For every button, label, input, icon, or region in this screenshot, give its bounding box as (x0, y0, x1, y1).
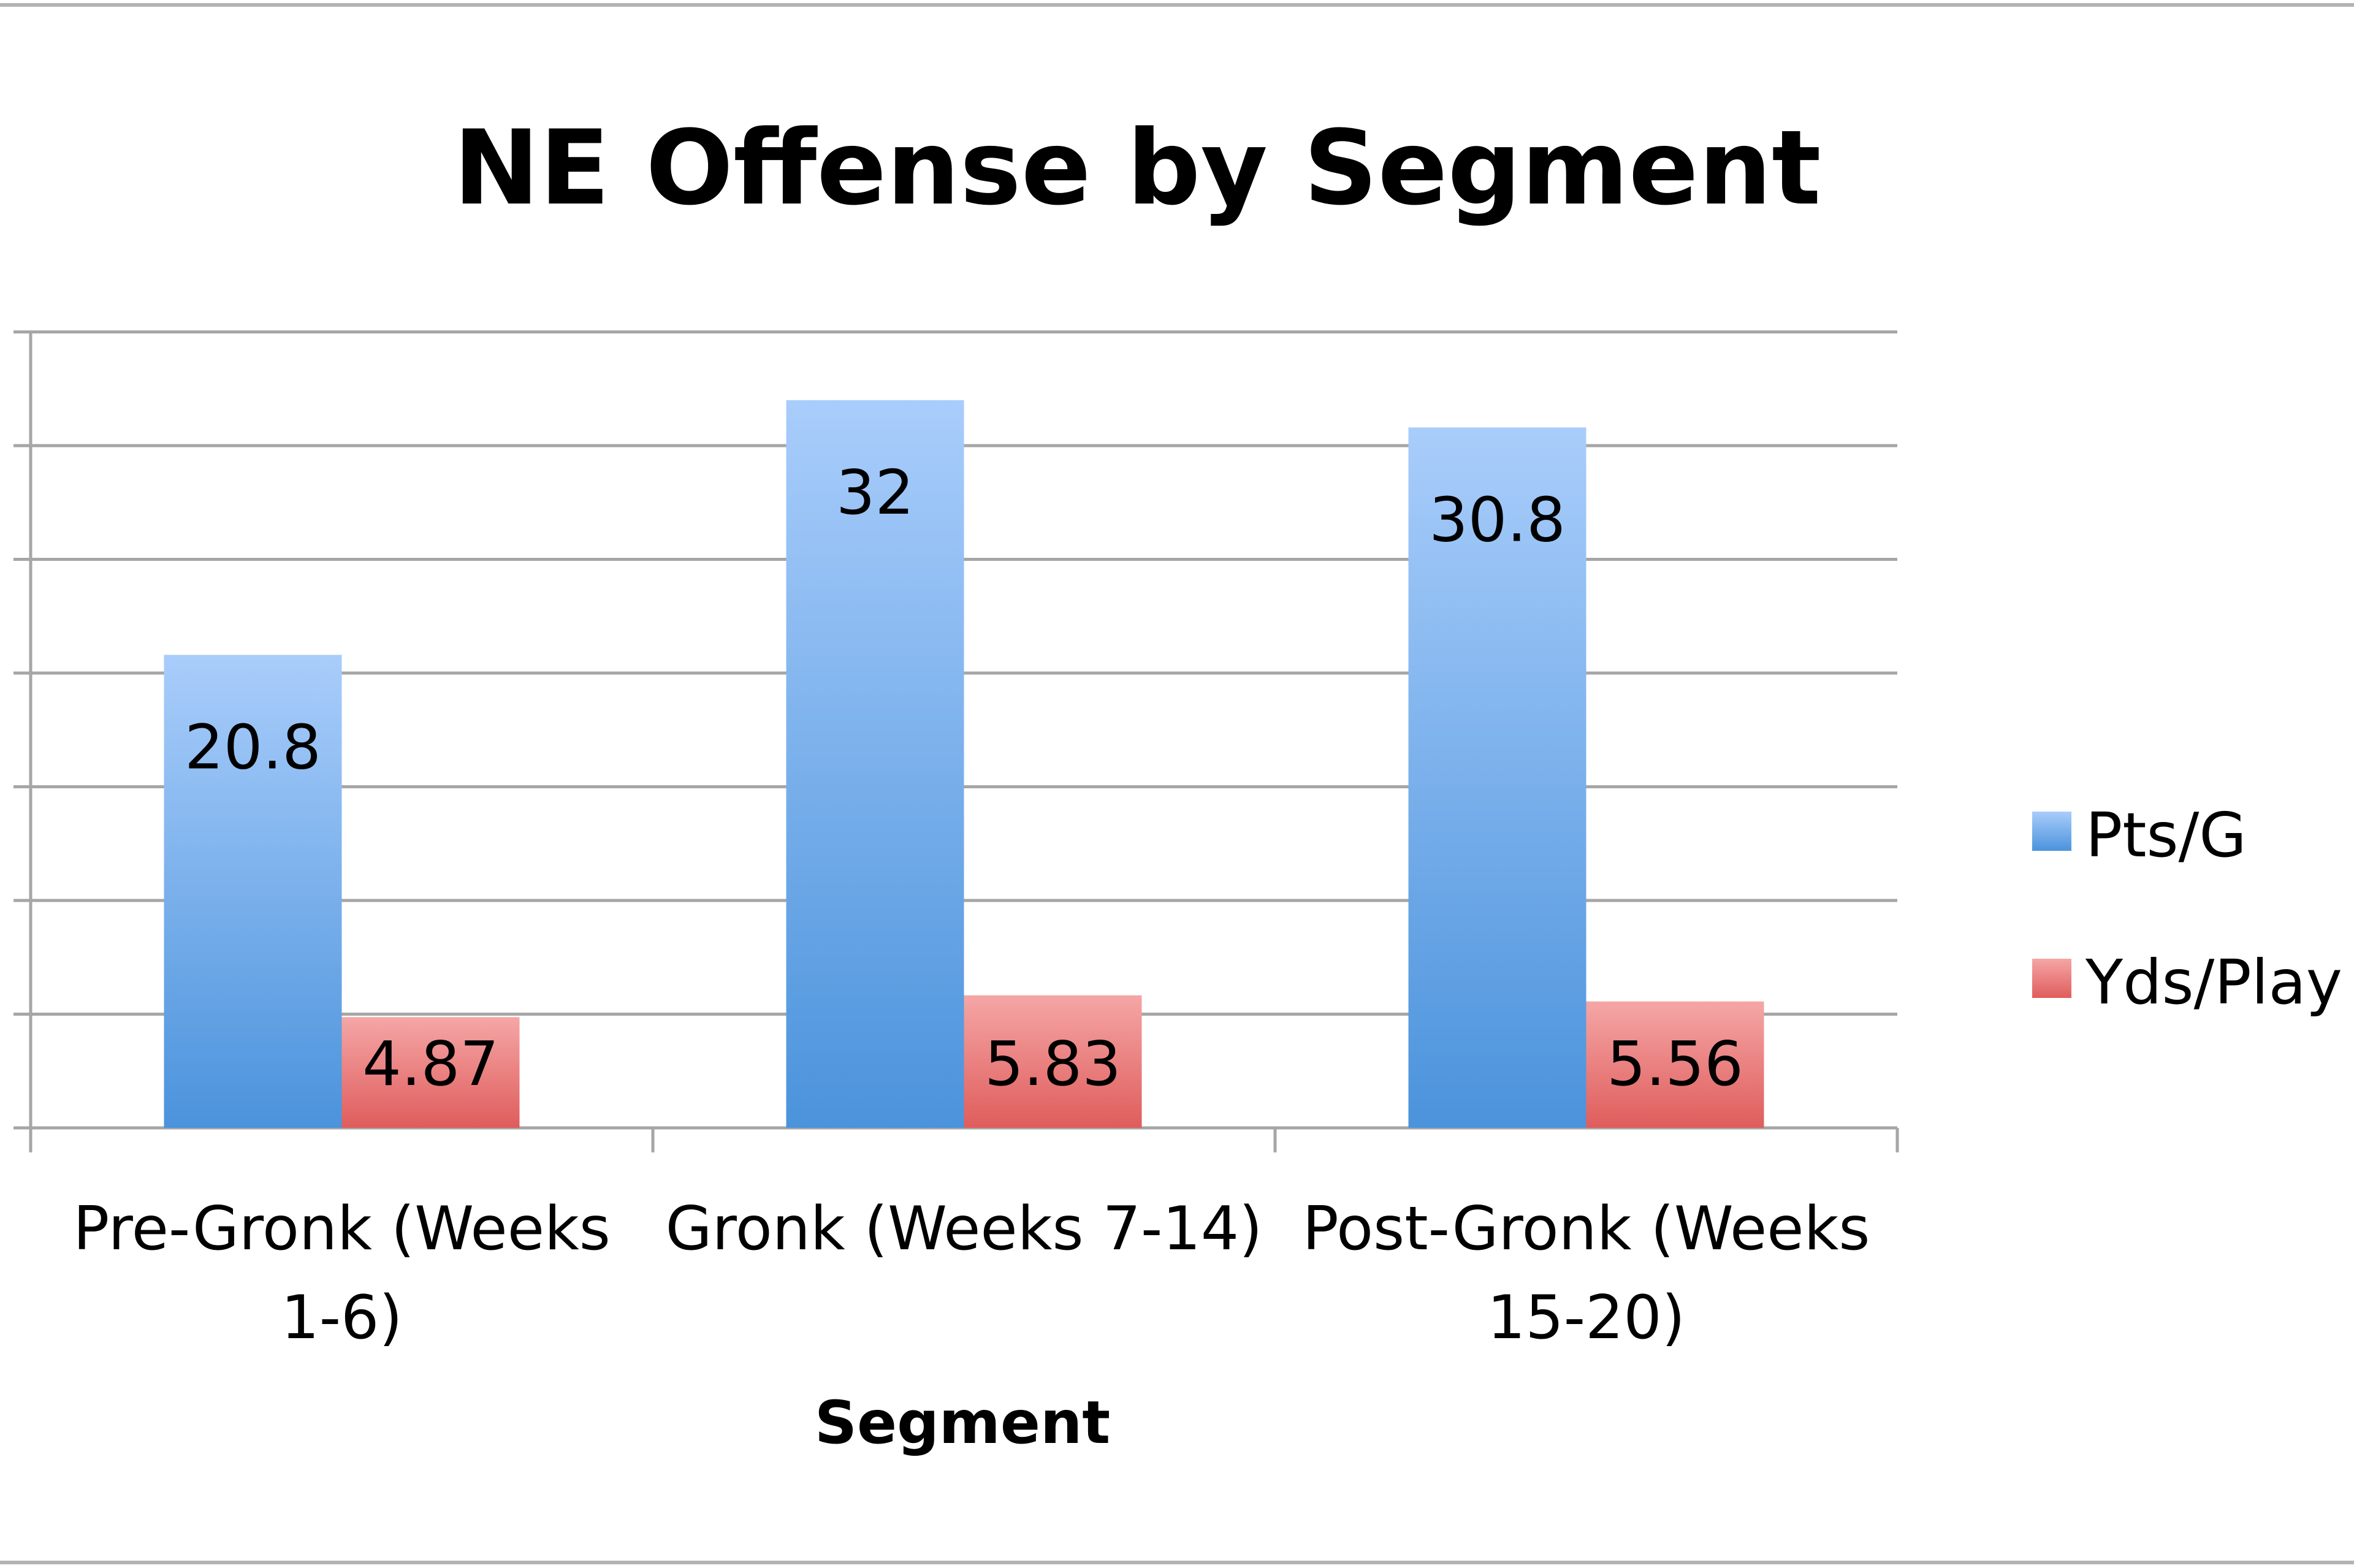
data-label: 5.56 (1607, 1028, 1743, 1100)
x-axis-title: Segment (815, 1388, 1110, 1457)
data-label: 4.87 (362, 1028, 499, 1100)
legend-swatch (2032, 959, 2071, 998)
bars (164, 400, 1764, 1128)
legend-label: Pts/G (2085, 799, 2247, 871)
x-axis (29, 1126, 1899, 1152)
bar-yds-per-play (341, 1017, 520, 1128)
legend-label: Yds/Play (2085, 946, 2342, 1018)
bar-yds-per-play (1586, 1001, 1764, 1128)
x-tick-label: Pre-Gronk (Weeks (73, 1194, 611, 1264)
data-label: 20.8 (185, 711, 321, 783)
bar-pts-per-game (786, 400, 964, 1128)
bar-pts-per-game (164, 655, 342, 1128)
legend: Pts/G Yds/Play (2032, 799, 2342, 1018)
x-tick-label: 15-20) (1487, 1283, 1685, 1353)
x-tick-label: Gronk (Weeks 7-14) (666, 1194, 1263, 1264)
category-labels: Pre-Gronk (Weeks 1-6) Gronk (Weeks 7-14) Po… (73, 1194, 1870, 1353)
bar-yds-per-play (964, 995, 1142, 1128)
x-tick-label: 1-6) (281, 1283, 402, 1353)
data-label: 32 (836, 457, 914, 528)
data-label: 30.8 (1429, 484, 1566, 555)
bar-pts-per-game (1408, 427, 1586, 1128)
legend-swatch (2032, 812, 2071, 851)
data-labels: 20.8 4.87 32 5.83 30.8 5.56 (185, 457, 1743, 1100)
x-tick-label: Post-Gronk (Weeks (1303, 1194, 1870, 1264)
data-label: 5.83 (985, 1028, 1121, 1100)
chart-title: NE Offense by Segment (453, 108, 1821, 228)
